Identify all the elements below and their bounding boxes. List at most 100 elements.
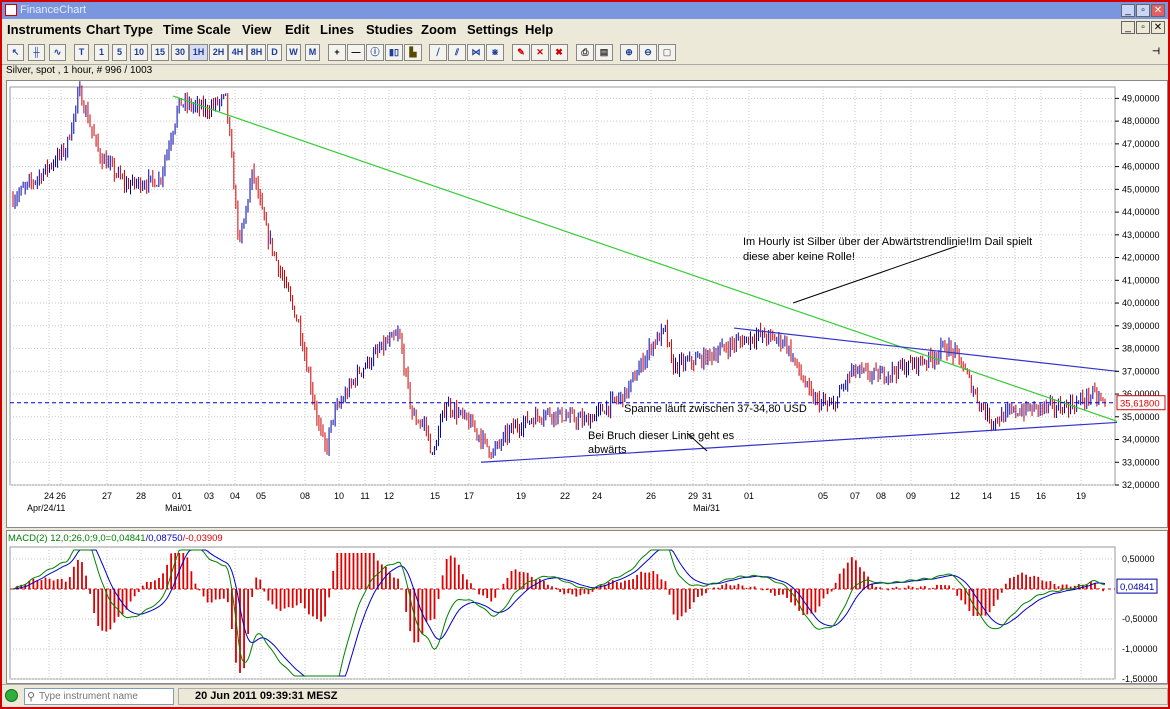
macd-histogram-bar: [1000, 589, 1003, 593]
price-grid: [9, 86, 1116, 486]
macd-histogram-bar: [384, 566, 387, 589]
x-tick-label: 31: [702, 491, 712, 501]
macd-histogram-bar: [530, 576, 533, 589]
support-line[interactable]: [480, 421, 1118, 463]
menu-chart-type[interactable]: Chart Type: [86, 22, 153, 37]
line-tool-icon[interactable]: —: [347, 44, 365, 61]
print-preview-icon[interactable]: ▤: [595, 44, 613, 61]
macd-histogram-bar: [733, 585, 736, 589]
child-minimize-button[interactable]: _: [1121, 21, 1135, 34]
macd-panel[interactable]: 0,50000 -0,50000 -1,00000 -1,50000 0,04841 M…: [6, 530, 1168, 684]
macd-histogram-bar: [466, 579, 468, 589]
y-tick-label: 44,00000: [1122, 207, 1160, 217]
price-chart-panel[interactable]: 49,00000 48,00000 47,00000 46,00000 45,00000…: [6, 80, 1168, 528]
timeframe-8h-button[interactable]: 8H: [247, 44, 266, 61]
close-button[interactable]: ✕: [1151, 4, 1165, 17]
downtrend-line[interactable]: [172, 95, 1118, 422]
macd-histogram-bar: [421, 589, 424, 635]
macd-histogram-bar: [1053, 583, 1056, 589]
macd-histogram-bar: [287, 589, 290, 608]
timeframe-15m-button[interactable]: 15: [151, 44, 169, 61]
minimize-button[interactable]: _: [1121, 4, 1135, 17]
menu-edit[interactable]: Edit: [285, 22, 310, 37]
menu-studies[interactable]: Studies: [366, 22, 413, 37]
timeframe-daily-button[interactable]: D: [267, 44, 282, 61]
macd-label-signal: /0,08750: [146, 533, 183, 544]
macd-histogram-bar: [846, 562, 849, 589]
timeframe-10m-button[interactable]: 10: [130, 44, 148, 61]
menu-lines[interactable]: Lines: [320, 22, 354, 37]
child-restore-button[interactable]: ▫: [1136, 21, 1150, 34]
timeframe-weekly-button[interactable]: W: [286, 44, 301, 61]
macd-histogram-bar: [903, 587, 906, 589]
timeframe-30m-button[interactable]: 30: [171, 44, 189, 61]
trendline-icon[interactable]: ⧸: [429, 44, 447, 61]
chart-info-label: Silver, spot , 1 hour, # 996 / 1003: [6, 65, 153, 76]
timeframe-1h-button[interactable]: 1H: [189, 44, 208, 61]
macd-histogram-bar: [648, 572, 651, 589]
fib-icon[interactable]: ⋈: [467, 44, 485, 61]
info-icon[interactable]: ⓘ: [366, 44, 384, 61]
gann-icon[interactable]: ⋇: [486, 44, 504, 61]
macd-histogram-bar: [603, 584, 606, 589]
macd-histogram-bar: [510, 571, 513, 589]
delete-icon[interactable]: ✕: [531, 44, 549, 61]
macd-histogram-bar: [968, 589, 971, 611]
macd-histogram-bar: [372, 553, 375, 589]
instrument-search-input[interactable]: [39, 690, 171, 703]
macd-histogram-bar: [579, 589, 582, 596]
timeframe-2h-button[interactable]: 2H: [209, 44, 228, 61]
macd-histogram-bar: [547, 584, 549, 589]
zoom-out-icon[interactable]: ⊖: [639, 44, 657, 61]
window-titlebar: FinanceChart _ ▫ ✕: [2, 2, 1168, 19]
x-tick-label: 01: [172, 491, 182, 501]
macd-histogram-bar: [263, 589, 266, 592]
zoom-reset-icon[interactable]: ▢: [658, 44, 676, 61]
macd-histogram-bar: [1065, 584, 1068, 589]
macd-histogram-bar: [81, 562, 83, 589]
instrument-search-box[interactable]: ⚲: [24, 688, 174, 705]
pencil-icon[interactable]: ✎: [512, 44, 530, 61]
annotation-pointer: [686, 432, 708, 452]
menu-settings[interactable]: Settings: [467, 22, 519, 37]
pin-icon[interactable]: ⊣: [1152, 46, 1160, 56]
channel-upper-line[interactable]: [733, 327, 1118, 372]
macd-histogram-bar: [1021, 572, 1023, 589]
x-tick-label: 22: [560, 491, 570, 501]
y-tick-label: 49,00000: [1122, 93, 1160, 103]
plot-frame: [9, 86, 1116, 486]
bar-chart-icon[interactable]: ▙: [404, 44, 422, 61]
timeframe-tick-button[interactable]: T: [74, 44, 89, 61]
macd-histogram-bar: [567, 589, 570, 594]
timeframe-4h-button[interactable]: 4H: [228, 44, 247, 61]
timeframe-1m-button[interactable]: 1: [94, 44, 109, 61]
bar-type-icon[interactable]: ╫: [28, 44, 45, 61]
print-icon[interactable]: ⎙: [576, 44, 594, 61]
child-close-button[interactable]: ✕: [1151, 21, 1165, 34]
menu-zoom[interactable]: Zoom: [421, 22, 457, 37]
timeframe-5m-button[interactable]: 5: [112, 44, 127, 61]
macd-histogram-bar: [453, 557, 456, 589]
menu-view[interactable]: View: [242, 22, 272, 37]
macd-histogram-bar: [701, 589, 703, 596]
menu-help[interactable]: Help: [525, 22, 554, 37]
macd-histogram-bar: [474, 589, 476, 590]
menu-instruments[interactable]: Instruments: [7, 22, 82, 37]
macd-histogram-bar: [992, 589, 995, 607]
restore-button[interactable]: ▫: [1136, 4, 1150, 17]
channel-icon[interactable]: ⫽: [448, 44, 466, 61]
zoom-in-icon[interactable]: ⊕: [620, 44, 638, 61]
cursor-tool-icon[interactable]: ↖: [7, 44, 24, 61]
macd-histogram-bar: [490, 589, 493, 602]
macd-histogram-bar: [522, 572, 525, 589]
macd-histogram-bar: [717, 587, 720, 589]
macd-histogram-bar: [778, 589, 780, 595]
timeframe-monthly-button[interactable]: M: [305, 44, 320, 61]
line-type-icon[interactable]: ∿: [49, 44, 66, 61]
macd-histogram-bar: [976, 589, 979, 616]
volume-icon[interactable]: ▮▯: [385, 44, 403, 61]
crosshair-icon[interactable]: +: [328, 44, 346, 61]
menu-time-scale[interactable]: Time Scale: [163, 22, 231, 37]
x-tick-label: 12: [384, 491, 394, 501]
delete-all-icon[interactable]: ✖: [550, 44, 568, 61]
